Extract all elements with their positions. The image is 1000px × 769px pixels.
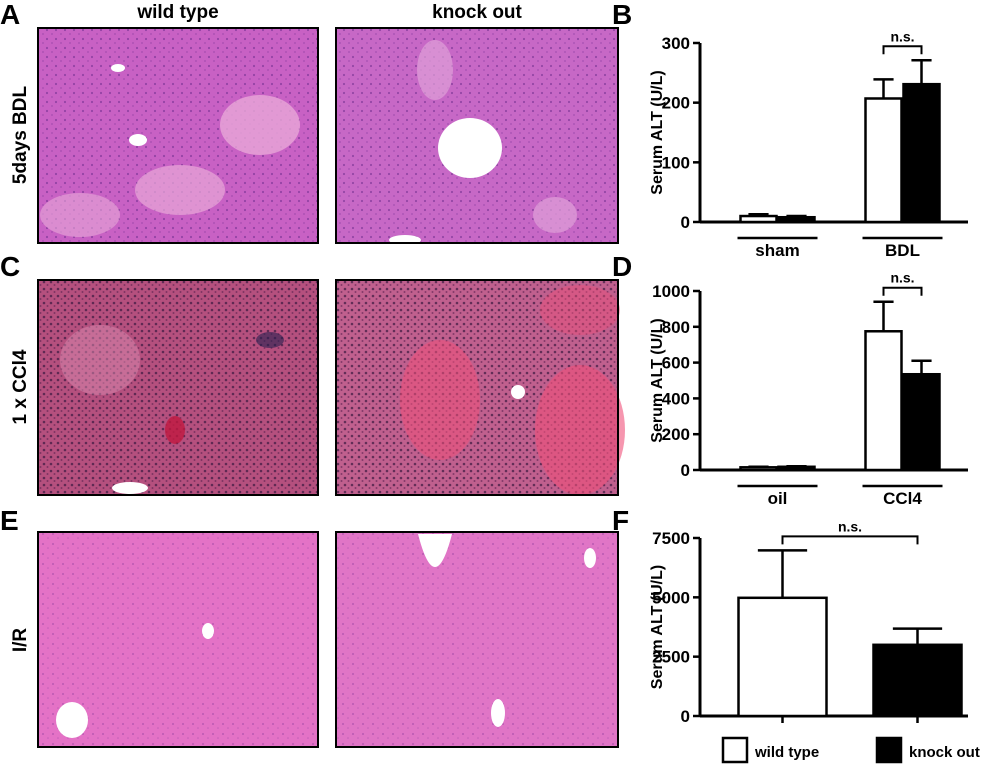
y-tick-label: 0 xyxy=(681,213,690,232)
legend-swatch xyxy=(875,736,903,764)
y-tick-label: 100 xyxy=(662,153,690,172)
x-tick-label: sham xyxy=(755,241,799,260)
column-header: knock out xyxy=(432,2,522,23)
y-axis-label: Serum ALT (U/L) xyxy=(649,70,666,194)
bar xyxy=(739,214,778,224)
y-tick-label: 300 xyxy=(662,34,690,53)
y-tick-label: 200 xyxy=(662,425,690,444)
significance-bracket xyxy=(882,45,923,55)
annotation: n.s. xyxy=(890,270,914,286)
charts: 0 100 200 300 Serum ALT (U/L) sham BDL n.s. 0 200… xyxy=(649,28,980,764)
y-tick-label: 800 xyxy=(662,318,690,337)
annotation: n.s. xyxy=(890,28,914,44)
y-tick-label: 1000 xyxy=(652,282,690,301)
panel-letter: B xyxy=(612,0,632,30)
x-tick-label: BDL xyxy=(885,241,920,260)
row-label: 5days BDL xyxy=(10,86,31,185)
legend-label: wild type xyxy=(754,744,819,761)
y-tick-label: 0 xyxy=(681,707,690,726)
panel-letter: F xyxy=(612,505,629,536)
annotation: n.s. xyxy=(838,518,862,534)
row-label: 1 x CCl4 xyxy=(10,349,31,424)
bar xyxy=(777,215,816,224)
significance-bracket xyxy=(882,286,923,296)
panel-letter: D xyxy=(612,251,632,282)
x-tick-label: CCl4 xyxy=(883,489,922,508)
y-tick-label: 400 xyxy=(662,389,690,408)
bar xyxy=(872,643,963,718)
bar xyxy=(902,372,941,472)
row-label: I/R xyxy=(10,628,31,653)
y-tick-label: 600 xyxy=(662,354,690,373)
legend-swatch xyxy=(721,736,749,764)
histology xyxy=(37,27,625,748)
bar xyxy=(737,596,828,718)
panel-letter: A xyxy=(0,0,20,30)
bar xyxy=(777,465,816,472)
bar xyxy=(864,97,903,224)
y-tick-label: 2500 xyxy=(652,648,690,667)
y-tick-label: 5000 xyxy=(652,588,690,607)
bar xyxy=(902,82,941,224)
panel-letter: E xyxy=(0,505,19,536)
legend-label: knock out xyxy=(909,744,980,761)
bar xyxy=(739,466,778,472)
significance-bracket xyxy=(781,535,919,545)
panel-letter: C xyxy=(0,251,20,282)
y-tick-label: 200 xyxy=(662,94,690,113)
y-axis-label: Serum ALT (U/L) xyxy=(649,318,666,442)
y-tick-label: 0 xyxy=(681,461,690,480)
y-tick-label: 7500 xyxy=(652,529,690,548)
x-tick-label: oil xyxy=(768,489,788,508)
y-axis-label: Serum ALT (U/L) xyxy=(649,565,666,689)
column-header: wild type xyxy=(136,2,218,23)
bar xyxy=(864,330,903,472)
